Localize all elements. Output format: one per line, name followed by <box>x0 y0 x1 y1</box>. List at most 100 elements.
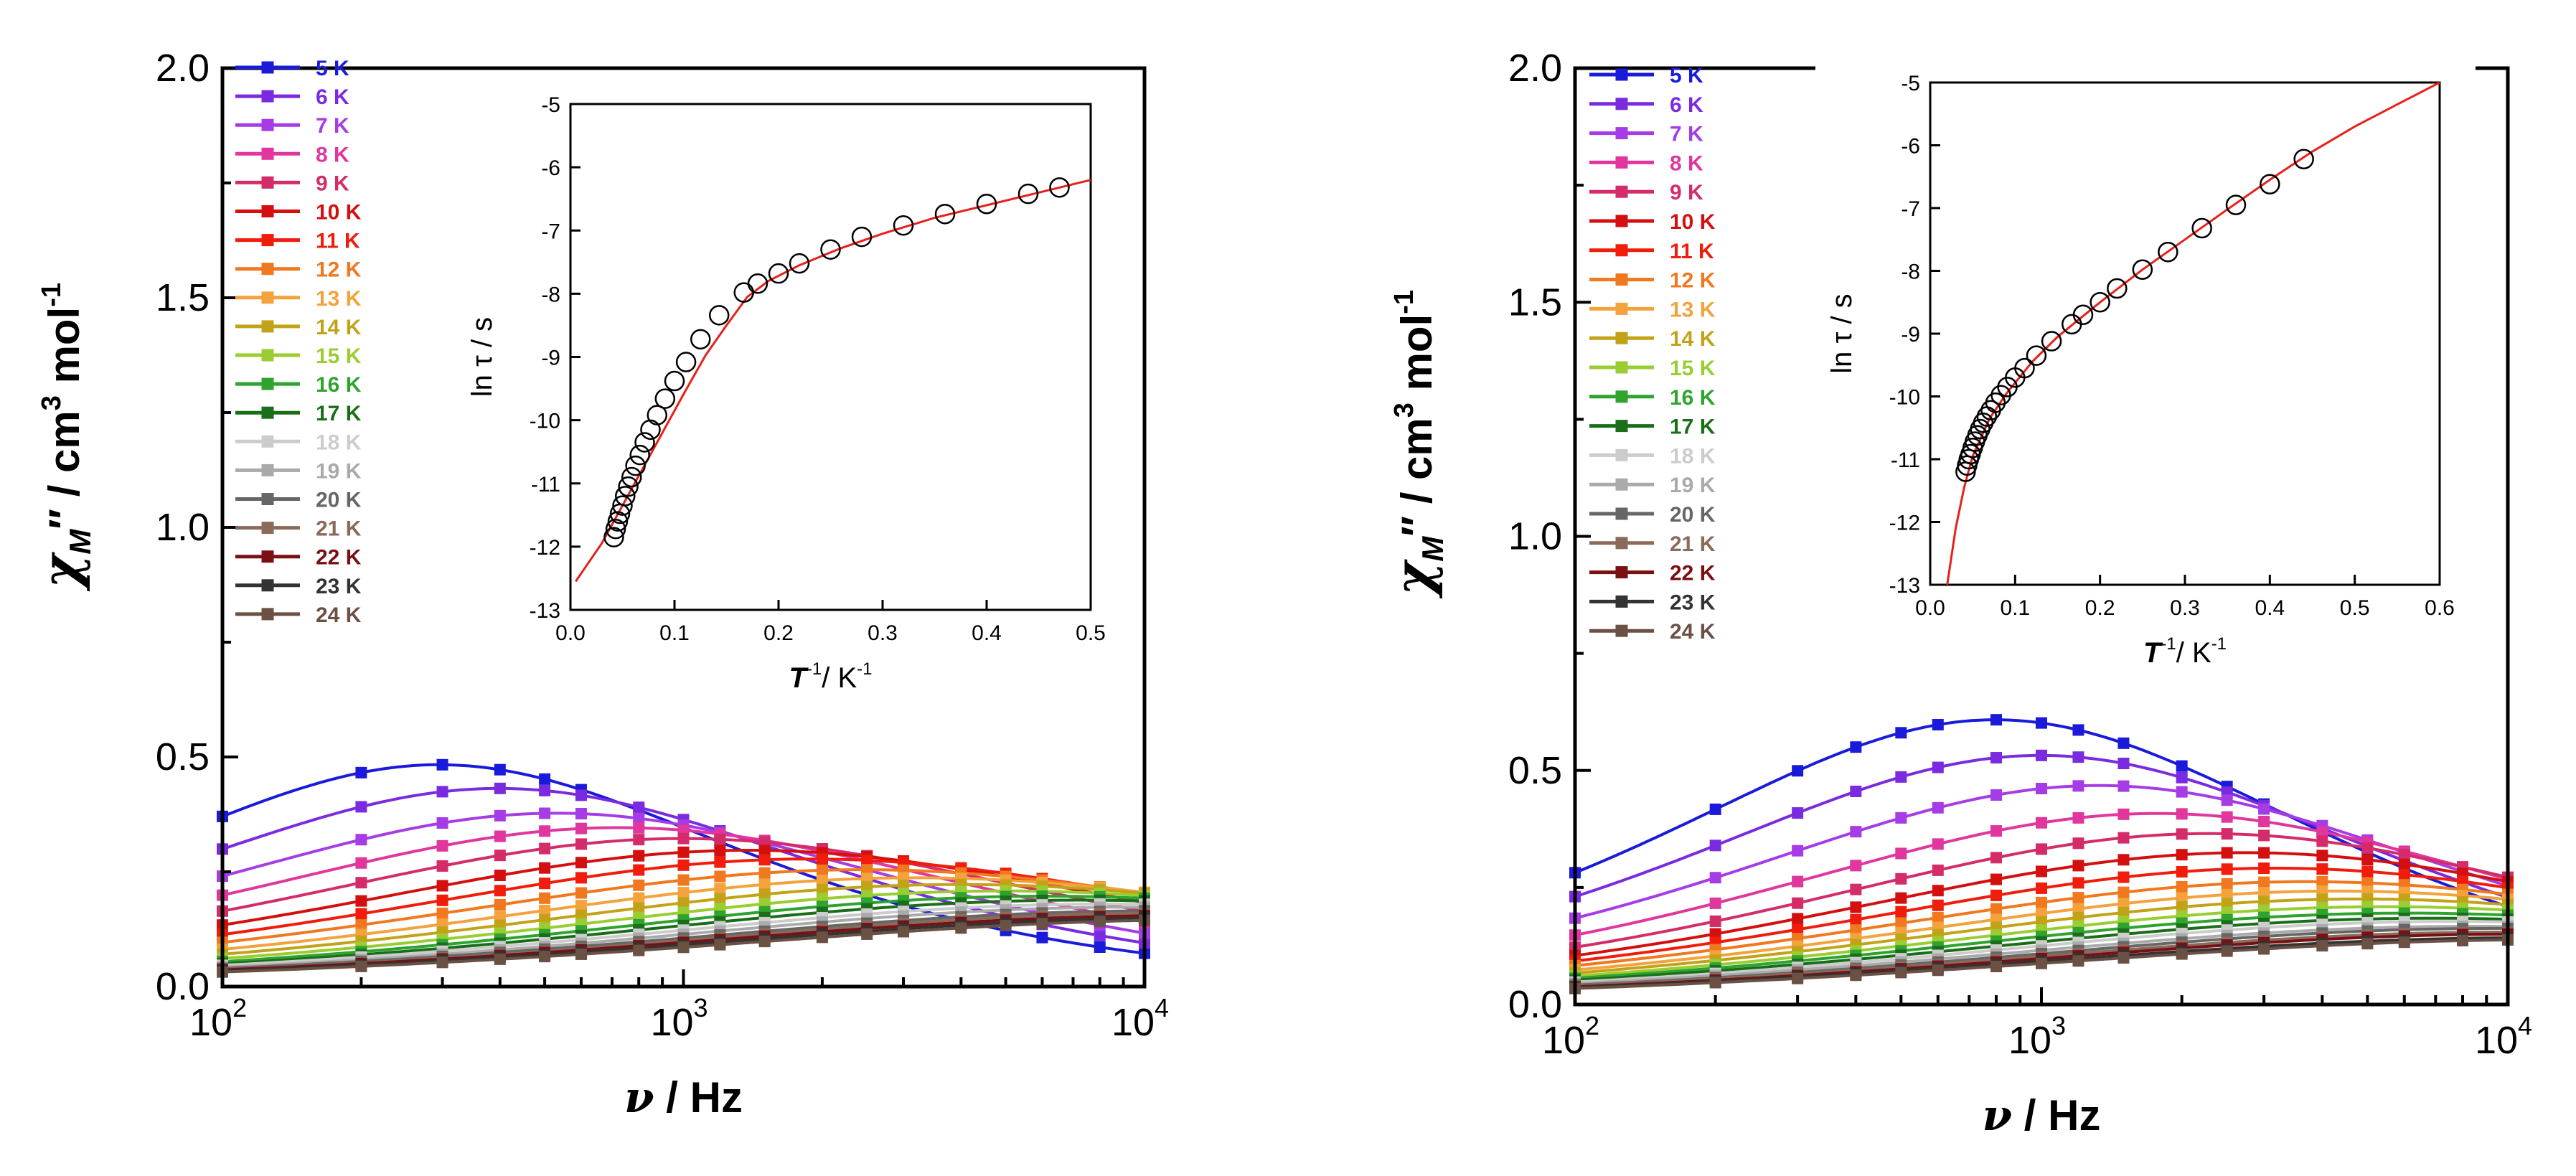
inset-y-tick-label: -6 <box>1901 135 1920 159</box>
data-point-10K <box>633 850 645 862</box>
legend-entry: 17 K <box>235 402 362 425</box>
data-point-6K <box>436 786 448 798</box>
data-point-11K <box>2176 865 2188 878</box>
y-tick-label: 1.0 <box>1508 515 1562 558</box>
inset-data-point <box>629 444 650 466</box>
legend-label: 11 K <box>316 230 360 253</box>
data-point-10K <box>2316 850 2328 862</box>
data-point-24K <box>2398 936 2410 949</box>
legend-label: 24 K <box>316 603 362 627</box>
data-point-14K <box>2221 898 2233 910</box>
legend-label: 13 K <box>316 287 362 311</box>
data-point-13K <box>2072 903 2084 915</box>
legend-marker <box>1615 244 1628 257</box>
legend-entry: 7 K <box>235 114 349 138</box>
data-point-10K <box>2117 854 2130 866</box>
data-point-9K <box>633 834 645 846</box>
data-point-9K <box>355 877 367 889</box>
inset-data-point <box>634 432 655 453</box>
data-point-5K <box>1932 718 1944 730</box>
legend-label: 7 K <box>1670 123 1703 146</box>
data-point-7K <box>1895 812 1907 824</box>
inset-x-tick-label: 0.6 <box>2425 596 2455 620</box>
data-point-10K <box>1895 892 1907 904</box>
legend-entry: 12 K <box>1589 269 1716 293</box>
legend-entry: 22 K <box>1589 562 1716 585</box>
data-point-11K <box>714 856 726 868</box>
data-point-9K <box>1895 872 1907 885</box>
inset-y-tick-label: -12 <box>1889 512 1920 535</box>
legend-entry: 24 K <box>1589 620 1716 644</box>
data-point-14K <box>575 909 587 921</box>
inset-x-axis-label: T-1/ K-1 <box>789 659 872 694</box>
data-point-6K <box>1990 752 2003 764</box>
inset-data-point <box>654 388 676 409</box>
legend-marker <box>1615 302 1628 315</box>
data-point-9K <box>2176 828 2188 840</box>
legend-label: 9 K <box>316 171 349 195</box>
data-point-8K <box>1850 860 1862 872</box>
data-point-7K <box>494 809 506 822</box>
data-point-11K <box>1792 923 1804 936</box>
data-point-10K <box>2398 858 2410 870</box>
legend-entry: 21 K <box>1589 532 1716 556</box>
inset-y-axis-label: ln τ / s <box>1826 293 1858 373</box>
data-point-13K <box>714 883 726 895</box>
legend-label: 18 K <box>316 431 362 454</box>
inset-y-tick-label: -7 <box>541 220 560 243</box>
data-point-7K <box>1932 801 1944 814</box>
data-point-24K <box>2361 938 2374 950</box>
y-tick-label: 0.0 <box>156 965 210 1008</box>
inset-data-point <box>603 527 624 547</box>
data-point-6K <box>2072 751 2084 763</box>
x-axis-label: ν / Hz <box>1983 1091 2101 1141</box>
legend-entry: 12 K <box>235 258 362 282</box>
legend-marker <box>1615 98 1628 110</box>
data-point-6K <box>633 801 645 814</box>
data-point-12K <box>816 864 828 876</box>
data-point-9K <box>1990 852 2003 864</box>
data-point-24K <box>677 941 690 954</box>
data-point-8K <box>2221 811 2233 823</box>
data-point-24K <box>494 953 506 965</box>
legend-label: 15 K <box>316 344 362 368</box>
inset-data-point <box>2107 278 2128 299</box>
data-point-8K <box>1932 838 1944 850</box>
data-point-13K <box>539 904 551 916</box>
data-point-14K <box>714 893 726 905</box>
legend-label: 17 K <box>316 402 362 425</box>
data-point-24K <box>758 936 771 948</box>
legend-entry: 10 K <box>235 201 362 225</box>
inset-x-tick-label: 0.5 <box>1076 621 1106 645</box>
data-point-7K <box>1990 789 2003 801</box>
data-point-24K <box>2176 948 2188 960</box>
data-point-7K <box>2258 803 2270 815</box>
data-point-6K <box>2176 771 2188 784</box>
legend-entry: 9 K <box>1589 181 1703 204</box>
inset-x-tick-label: 0.2 <box>763 621 794 645</box>
inset-x-tick-label: 0.1 <box>2000 596 2030 620</box>
data-point-24K <box>955 922 967 934</box>
legend-entry: 16 K <box>1589 386 1716 410</box>
data-point-8K <box>436 839 448 852</box>
data-point-9K <box>2258 829 2270 842</box>
data-point-7K <box>1709 872 1721 884</box>
inset-data-point <box>934 204 956 225</box>
data-point-8K <box>2036 817 2047 829</box>
legend-label: 5 K <box>1670 64 1703 88</box>
legend-entry: 8 K <box>235 143 349 166</box>
data-point-24K <box>1932 964 1944 977</box>
inset-data-point <box>618 476 639 497</box>
legend-label: 12 K <box>1670 269 1716 293</box>
data-point-11K <box>575 872 587 884</box>
legend-entry: 5 K <box>235 57 349 80</box>
data-point-24K <box>1990 960 2003 972</box>
data-point-14K <box>677 897 690 909</box>
data-point-12K <box>494 898 506 911</box>
legend-label: 19 K <box>1670 474 1716 497</box>
inset-y-tick-label: -7 <box>1901 197 1920 221</box>
legend-marker <box>261 205 274 217</box>
legend-entry: 11 K <box>235 230 360 253</box>
legend-entry: 14 K <box>1589 327 1716 351</box>
